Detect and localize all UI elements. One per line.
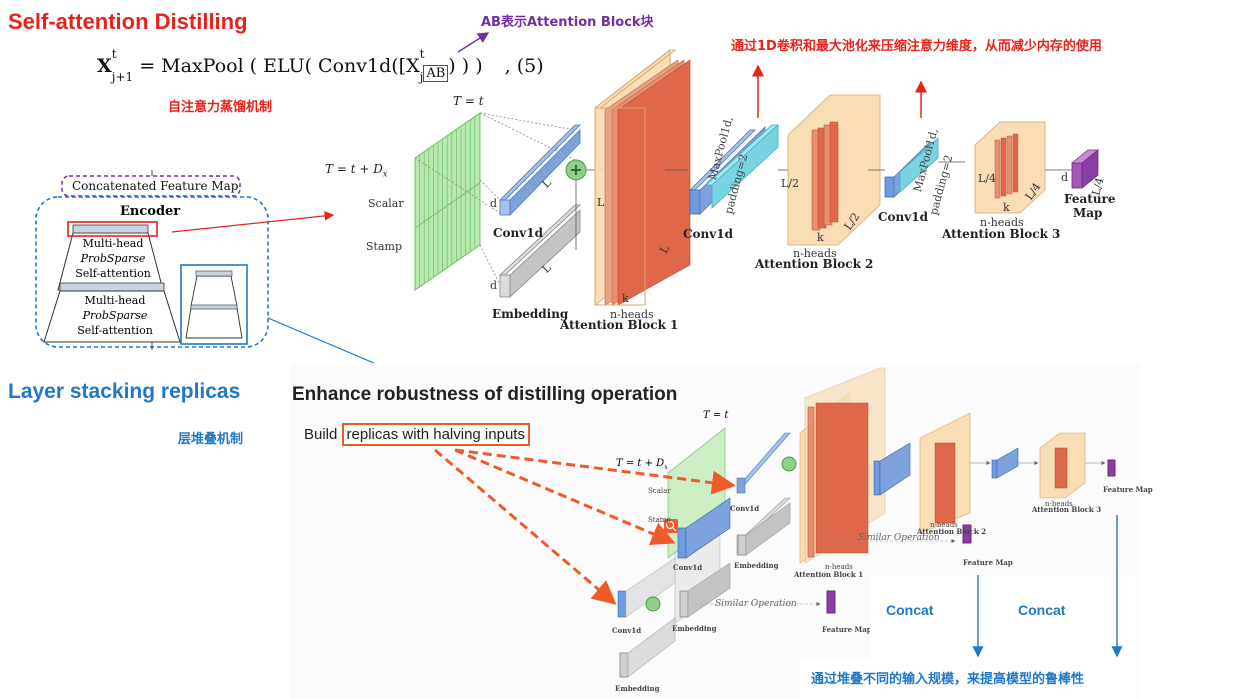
slide-scalar: Scalar xyxy=(648,487,671,495)
slide-embedding-3: Embedding xyxy=(615,684,660,693)
slide-conv1d-3: Conv1d xyxy=(612,626,642,635)
encoder-title: Encoder xyxy=(120,204,181,219)
attention-block-3 xyxy=(974,121,1046,214)
embedding-block xyxy=(509,209,581,298)
attention-block-1 xyxy=(594,49,691,306)
replica-arrow-2 xyxy=(454,448,676,546)
feature-d-label: d xyxy=(1061,171,1069,184)
formula-rhs-sub: j xyxy=(419,69,424,84)
robustness-note: 通过堆叠不同的输入规模，来提高模型的鲁棒性 xyxy=(811,672,1085,687)
t-equals-t-plus-dx: T = t + Dx xyxy=(325,162,388,179)
ab1-nheads-label: n-heads xyxy=(610,308,654,321)
ab-pointer-arrow xyxy=(457,32,490,53)
d-label-emb: d xyxy=(490,279,498,292)
slide-ab2: Attention Block 2 xyxy=(917,527,987,536)
layer-stacking-title: Layer stacking replicas xyxy=(8,380,241,403)
feature-map-block xyxy=(1070,149,1100,189)
encoder-distill-highlight xyxy=(67,221,158,237)
t-equals-t: T = t xyxy=(453,94,484,108)
slide-ab1: Attention Block 1 xyxy=(794,570,864,579)
distill-note: 通过1D卷积和最大池化来压缩注意力维度，从而减少内存的使用 xyxy=(731,39,1102,54)
conv1d-block-3 xyxy=(884,176,895,198)
ab3-k-label: k xyxy=(1003,201,1010,214)
concat-feature-map-label: Concatenated Feature Map xyxy=(72,179,239,193)
concat-label-2: Concat xyxy=(1018,602,1066,618)
scalar-label: Scalar xyxy=(368,197,404,210)
ab2-nheads-label: n-heads xyxy=(793,247,837,260)
slide-nheads-1: n-heads xyxy=(825,563,853,571)
slide-embedding-2: Embedding xyxy=(672,624,717,633)
formula-rhs-suffix: ) ) ) xyxy=(448,55,483,77)
slide-t-eq: T = t xyxy=(703,410,729,421)
ab3-nheads-label: n-heads xyxy=(980,216,1024,229)
slide-conv1d-2: Conv1d xyxy=(673,563,703,572)
svg-text:+: + xyxy=(569,160,582,179)
feature-label: Feature xyxy=(1064,192,1116,206)
slide-stamp: Stamp xyxy=(648,516,671,524)
slide-conv1d-1: Conv1d xyxy=(730,504,760,513)
encoder-layer-2-text: Multi-head ProbSparse Self-attention xyxy=(77,294,153,337)
similar-op-1: Similar Operation xyxy=(858,533,940,543)
replica-arrow-3 xyxy=(434,448,617,605)
formula-lhs-sub: j+1 xyxy=(111,69,134,84)
conv1d-label-2: Conv1d xyxy=(683,227,733,241)
ab2-l2-label: L/2 xyxy=(781,177,800,190)
embedding-label: Embedding xyxy=(492,307,569,321)
concat-feature-map-box xyxy=(61,175,241,197)
similar-op-2: Similar Operation xyxy=(715,599,797,609)
replicas-highlight-box: replicas with halving inputs xyxy=(341,423,530,446)
ab1-l-label: L xyxy=(597,196,605,209)
stamp-label: Stamp xyxy=(366,240,402,253)
encoder-layer-1-cap xyxy=(72,224,149,234)
self-attention-distilling-title: Self-attention Distilling xyxy=(8,9,248,34)
conv1d-block-2 xyxy=(689,189,701,215)
formula-lhs-sup: t xyxy=(111,47,117,61)
slide-feature-map-2: Feature Map xyxy=(963,558,1013,567)
map-label: Map xyxy=(1073,206,1103,220)
formula-lhs-x: X xyxy=(97,55,112,77)
conv1d-label-3: Conv1d xyxy=(878,210,928,224)
stacking-cn-label: 层堆叠机制 xyxy=(178,432,244,447)
ab-note: AB表示Attention Block块 xyxy=(481,15,654,30)
slide-heading: Enhance robustness of distilling operati… xyxy=(292,384,678,405)
attention-block-2 xyxy=(787,94,881,246)
conv1d-label-1: Conv1d xyxy=(493,226,543,240)
formula-number: , (5) xyxy=(504,55,544,77)
slide-diagram xyxy=(434,367,1116,678)
slide-nheads-3: n-heads xyxy=(1045,500,1073,508)
self-attention-cn-label: 自注意力蒸馏机制 xyxy=(168,100,273,115)
slide-nheads-2: n-heads xyxy=(930,521,958,529)
slide-ab3: Attention Block 3 xyxy=(1032,505,1102,514)
slide-embedding-1: Embedding xyxy=(734,561,779,570)
slide-t-eq-d: T = t + Dx xyxy=(616,458,668,471)
ab1-k-label: k xyxy=(622,292,629,305)
slide-feature-map-3: Feature Map xyxy=(822,625,872,634)
encoder-layer-1-text: Multi-head ProbSparse Self-attention xyxy=(75,237,151,280)
attention-block-2-label: Attention Block 2 xyxy=(755,257,874,271)
encoder-layer-2 xyxy=(43,290,181,343)
formula-rhs-sup: t xyxy=(419,47,425,61)
slide-feature-map-1: Feature Map xyxy=(1103,485,1153,494)
formula-ab-box: AB xyxy=(423,65,449,82)
formula-rhs-prefix: = MaxPool ( ELU( Conv1d([X xyxy=(139,55,420,77)
ab3-l4-label: L/4 xyxy=(978,172,997,185)
attention-block-1-label: Attention Block 1 xyxy=(560,318,679,332)
d-label-conv: d xyxy=(490,197,498,210)
concat-label-1: Concat xyxy=(886,602,934,618)
slide-build-text: Build replicas with halving inputs xyxy=(304,423,530,446)
ab2-k-label: k xyxy=(817,231,824,244)
conv1d-block xyxy=(509,129,581,216)
replica-arrow-1 xyxy=(454,448,736,495)
encoder-to-diagram-arrow xyxy=(171,211,335,233)
attention-block-3-label: Attention Block 3 xyxy=(942,227,1061,241)
